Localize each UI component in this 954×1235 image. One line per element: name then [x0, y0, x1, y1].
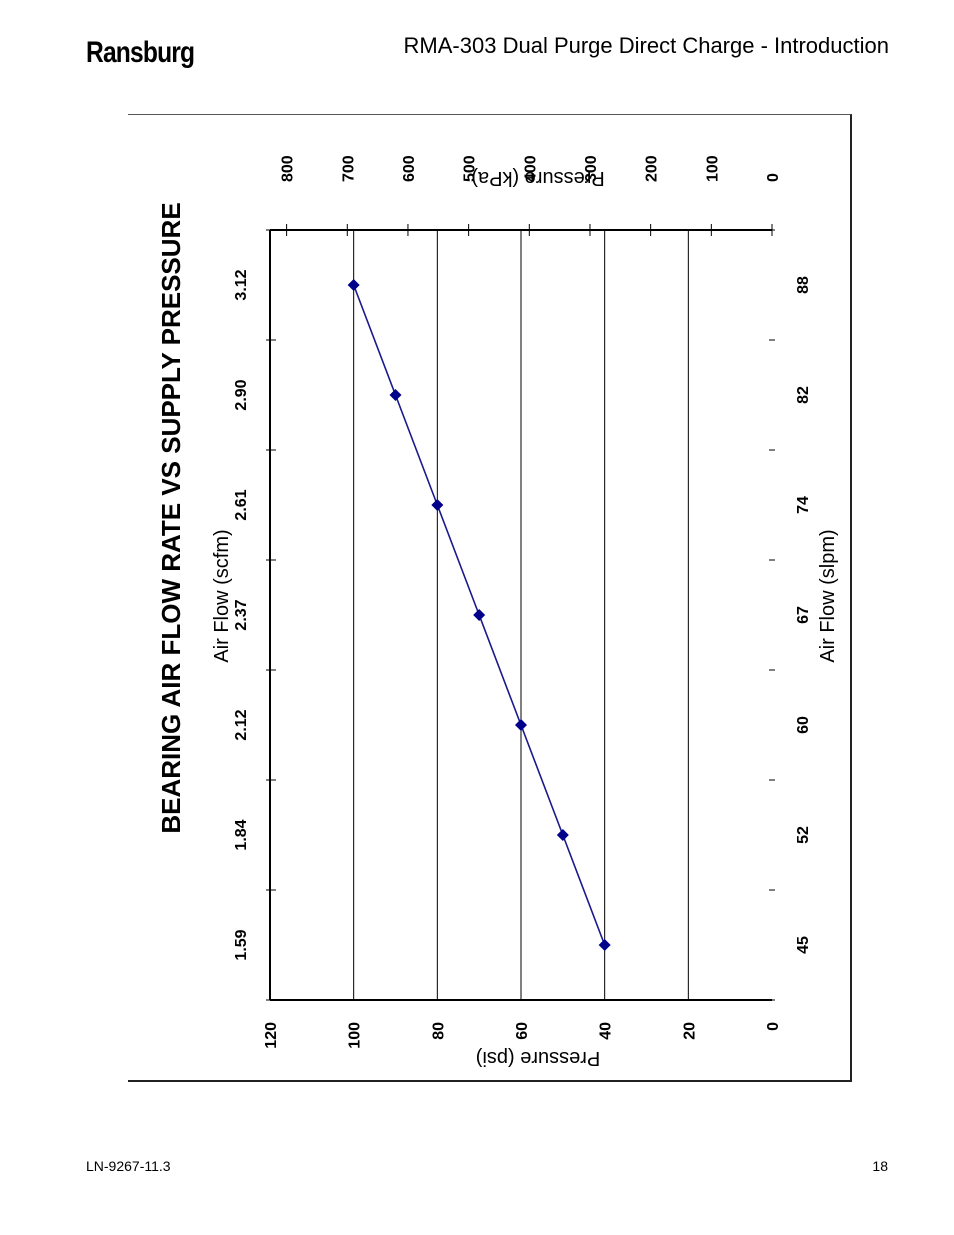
plot-axes — [266, 224, 775, 1001]
psi-tick-label: 60 — [514, 1022, 531, 1040]
data-point-70 — [473, 609, 486, 621]
kpa-tick-label: 200 — [644, 155, 661, 182]
kpa-tick-label: 100 — [704, 155, 721, 182]
slpm-tick-label: 60 — [795, 716, 812, 734]
data-point-60 — [515, 719, 527, 731]
scfm-tick-label: 2.12 — [233, 709, 250, 740]
data-point-50 — [556, 829, 569, 841]
figure-frame — [128, 114, 852, 1082]
titles: BEARING AIR FLOW RATE VS SUPPLY PRESSURE… — [156, 167, 839, 1069]
data-point-100 — [347, 279, 360, 291]
grid-lines — [353, 230, 689, 1000]
psi-axis-title: Pressure (psi) — [476, 1047, 600, 1069]
scfm-tick-label: 2.90 — [233, 379, 250, 410]
page-number: 18 — [872, 1158, 888, 1174]
scfm-tick-label: 2.37 — [233, 599, 250, 630]
kpa-tick-label: 500 — [462, 155, 479, 182]
slpm-tick-label: 88 — [795, 276, 812, 294]
slpm-tick-label: 67 — [795, 606, 812, 624]
kpa-tick-label: 400 — [522, 155, 539, 182]
slpm-tick-label: 52 — [795, 826, 812, 844]
psi-tick-label: 120 — [263, 1022, 280, 1049]
kpa-tick-label: 0 — [765, 173, 782, 182]
scfm-tick-label: 2.61 — [233, 489, 250, 520]
psi-tick-label: 20 — [681, 1022, 698, 1040]
scfm-tick-label: 1.59 — [233, 929, 250, 960]
data-point-90 — [389, 389, 402, 401]
brand-logo: Ransburg — [86, 36, 195, 69]
kpa-tick-label: 800 — [280, 155, 297, 182]
psi-tick-label: 0 — [765, 1022, 782, 1031]
kpa-tick-label: 600 — [401, 155, 418, 182]
slpm-tick-label: 82 — [795, 386, 812, 404]
series-layer — [347, 279, 611, 951]
scfm-tick-label: 3.12 — [233, 269, 250, 300]
psi-tick-label: 40 — [598, 1022, 615, 1040]
slpm-tick-label: 45 — [795, 936, 812, 954]
data-point-40 — [598, 939, 611, 951]
psi-tick-label: 100 — [347, 1022, 364, 1049]
slpm-axis-title: Air Flow (slpm) — [817, 529, 839, 662]
data-point-80 — [431, 499, 444, 511]
scfm-tick-label: 1.84 — [233, 819, 250, 850]
psi-tick-label: 80 — [430, 1022, 447, 1040]
document-title: RMA-303 Dual Purge Direct Charge - Intro… — [403, 33, 889, 58]
chart-title: BEARING AIR FLOW RATE VS SUPPLY PRESSURE — [156, 202, 186, 833]
kpa-tick-label: 700 — [340, 155, 357, 182]
kpa-axis-title: Pressure (kPa) — [471, 167, 604, 189]
tick-labels: 0 20 40 60 80 100 120 0 100 200 300 400 500 600 700 800… — [233, 155, 812, 1049]
document-number: LN-9267-11.3 — [86, 1158, 171, 1174]
scfm-axis-title: Air Flow (scfm) — [211, 529, 233, 662]
kpa-tick-label: 300 — [583, 155, 600, 182]
slpm-tick-label: 74 — [795, 496, 812, 514]
